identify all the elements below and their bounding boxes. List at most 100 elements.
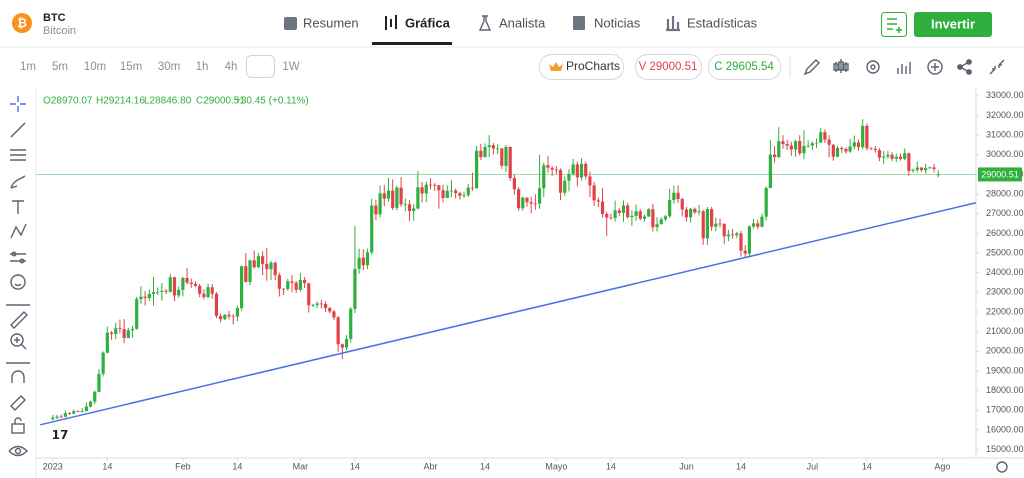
- x-tick-label: 14: [736, 461, 746, 471]
- candle-body: [139, 296, 143, 300]
- candle-body: [898, 156, 903, 159]
- tab[interactable]: Analista: [499, 15, 546, 30]
- candle-body: [542, 165, 546, 189]
- candle-body: [223, 314, 227, 320]
- candle-body: [365, 252, 370, 266]
- candle-body: [915, 167, 919, 170]
- y-tick-label: 33000.00: [986, 90, 1024, 100]
- candle-body: [701, 211, 705, 239]
- candle-body: [294, 282, 298, 290]
- candle-body: [609, 217, 613, 219]
- interval[interactable]: 10m: [84, 61, 106, 73]
- candle-body: [768, 154, 772, 189]
- crown-icon: [549, 62, 563, 71]
- candle-body: [798, 141, 802, 154]
- candle-body: [886, 154, 890, 157]
- tab-active[interactable]: Gráfica: [405, 15, 451, 30]
- candle-body: [51, 417, 55, 420]
- candle-body: [449, 190, 454, 192]
- interval[interactable]: 1m: [20, 61, 36, 73]
- y-tick-label: 27000.00: [986, 208, 1024, 218]
- interval[interactable]: 4h: [225, 61, 238, 73]
- candle-body: [588, 176, 592, 186]
- candle-body: [537, 188, 542, 204]
- settings-icon[interactable]: [996, 461, 1008, 473]
- candle-body: [265, 263, 269, 270]
- candle-body: [357, 257, 361, 269]
- candle-body: [143, 296, 147, 299]
- candle-body: [311, 304, 315, 306]
- candle-body: [126, 330, 130, 338]
- candle-body: [756, 223, 760, 227]
- candle-body: [806, 145, 810, 147]
- candle-body: [63, 413, 67, 417]
- candle-body: [84, 406, 88, 412]
- drawing-tools[interactable]: [6, 96, 30, 457]
- candle-body: [869, 148, 873, 150]
- toolbar-icons[interactable]: [803, 59, 1005, 76]
- candle-body: [500, 148, 504, 166]
- candle-body: [617, 210, 621, 213]
- interval[interactable]: 1W: [282, 61, 299, 73]
- candle-body: [919, 167, 924, 171]
- btc-logo-glyph: ₿: [17, 16, 27, 30]
- btc-logo: [12, 13, 32, 33]
- candle-body: [80, 411, 84, 412]
- legend-item: O28970.07: [43, 96, 93, 107]
- candle-body: [487, 145, 491, 147]
- candle-body: [823, 132, 827, 140]
- candle-body: [382, 193, 386, 199]
- candle-body: [407, 204, 412, 212]
- candle-body: [865, 125, 869, 149]
- candle-body: [747, 226, 751, 254]
- candle-body: [298, 279, 302, 290]
- tv-logo: 𝟭𝟳: [52, 428, 69, 442]
- candle-body: [240, 266, 244, 309]
- interval[interactable]: 5m: [52, 61, 68, 73]
- tab[interactable]: Estadísticas: [687, 15, 758, 30]
- candle-body: [281, 288, 286, 290]
- candle-body: [810, 143, 814, 146]
- candle-body: [424, 184, 428, 194]
- candle-body: [114, 328, 118, 335]
- tab[interactable]: Noticias: [594, 15, 641, 30]
- candle-body: [613, 210, 617, 219]
- x-tick-label: Mayo: [545, 461, 567, 471]
- candle-body: [814, 142, 819, 144]
- procharts-button[interactable]: [539, 54, 624, 80]
- candle-body: [399, 187, 403, 205]
- interval[interactable]: 30m: [158, 61, 180, 73]
- interval[interactable]: 1h: [196, 61, 209, 73]
- y-tick-label: 15000.00: [986, 444, 1024, 454]
- candle-body: [122, 329, 126, 338]
- candle-body: [621, 205, 626, 213]
- candle-body: [793, 141, 798, 150]
- candle-body: [193, 283, 198, 286]
- candle-body: [286, 281, 290, 290]
- candle-body: [890, 154, 894, 159]
- tab[interactable]: Resumen: [303, 15, 359, 30]
- candle-body: [403, 204, 407, 206]
- candle-body: [67, 413, 72, 414]
- candle-body: [764, 188, 768, 217]
- candle-body: [873, 148, 877, 151]
- sell-button[interactable]: [635, 54, 702, 80]
- candle-body: [710, 209, 714, 227]
- x-tick-label: 14: [480, 461, 490, 471]
- buy-button[interactable]: [708, 54, 781, 80]
- candle-body: [785, 144, 789, 146]
- candle-body: [848, 146, 852, 152]
- y-tick-label: 30000.00: [986, 149, 1024, 159]
- candle-body: [554, 169, 558, 171]
- y-tick-label: 18000.00: [986, 385, 1024, 395]
- invest-button[interactable]: [914, 12, 992, 37]
- candle-body: [248, 260, 252, 282]
- x-tick-label: Jul: [807, 461, 819, 471]
- legend-item: +30.45 (+0.11%): [235, 96, 309, 107]
- candle-body: [315, 303, 319, 305]
- candle-body: [571, 164, 575, 174]
- candle-body: [202, 293, 206, 298]
- candle-body: [533, 203, 537, 205]
- candle-body: [496, 148, 500, 150]
- interval[interactable]: 15m: [120, 61, 142, 73]
